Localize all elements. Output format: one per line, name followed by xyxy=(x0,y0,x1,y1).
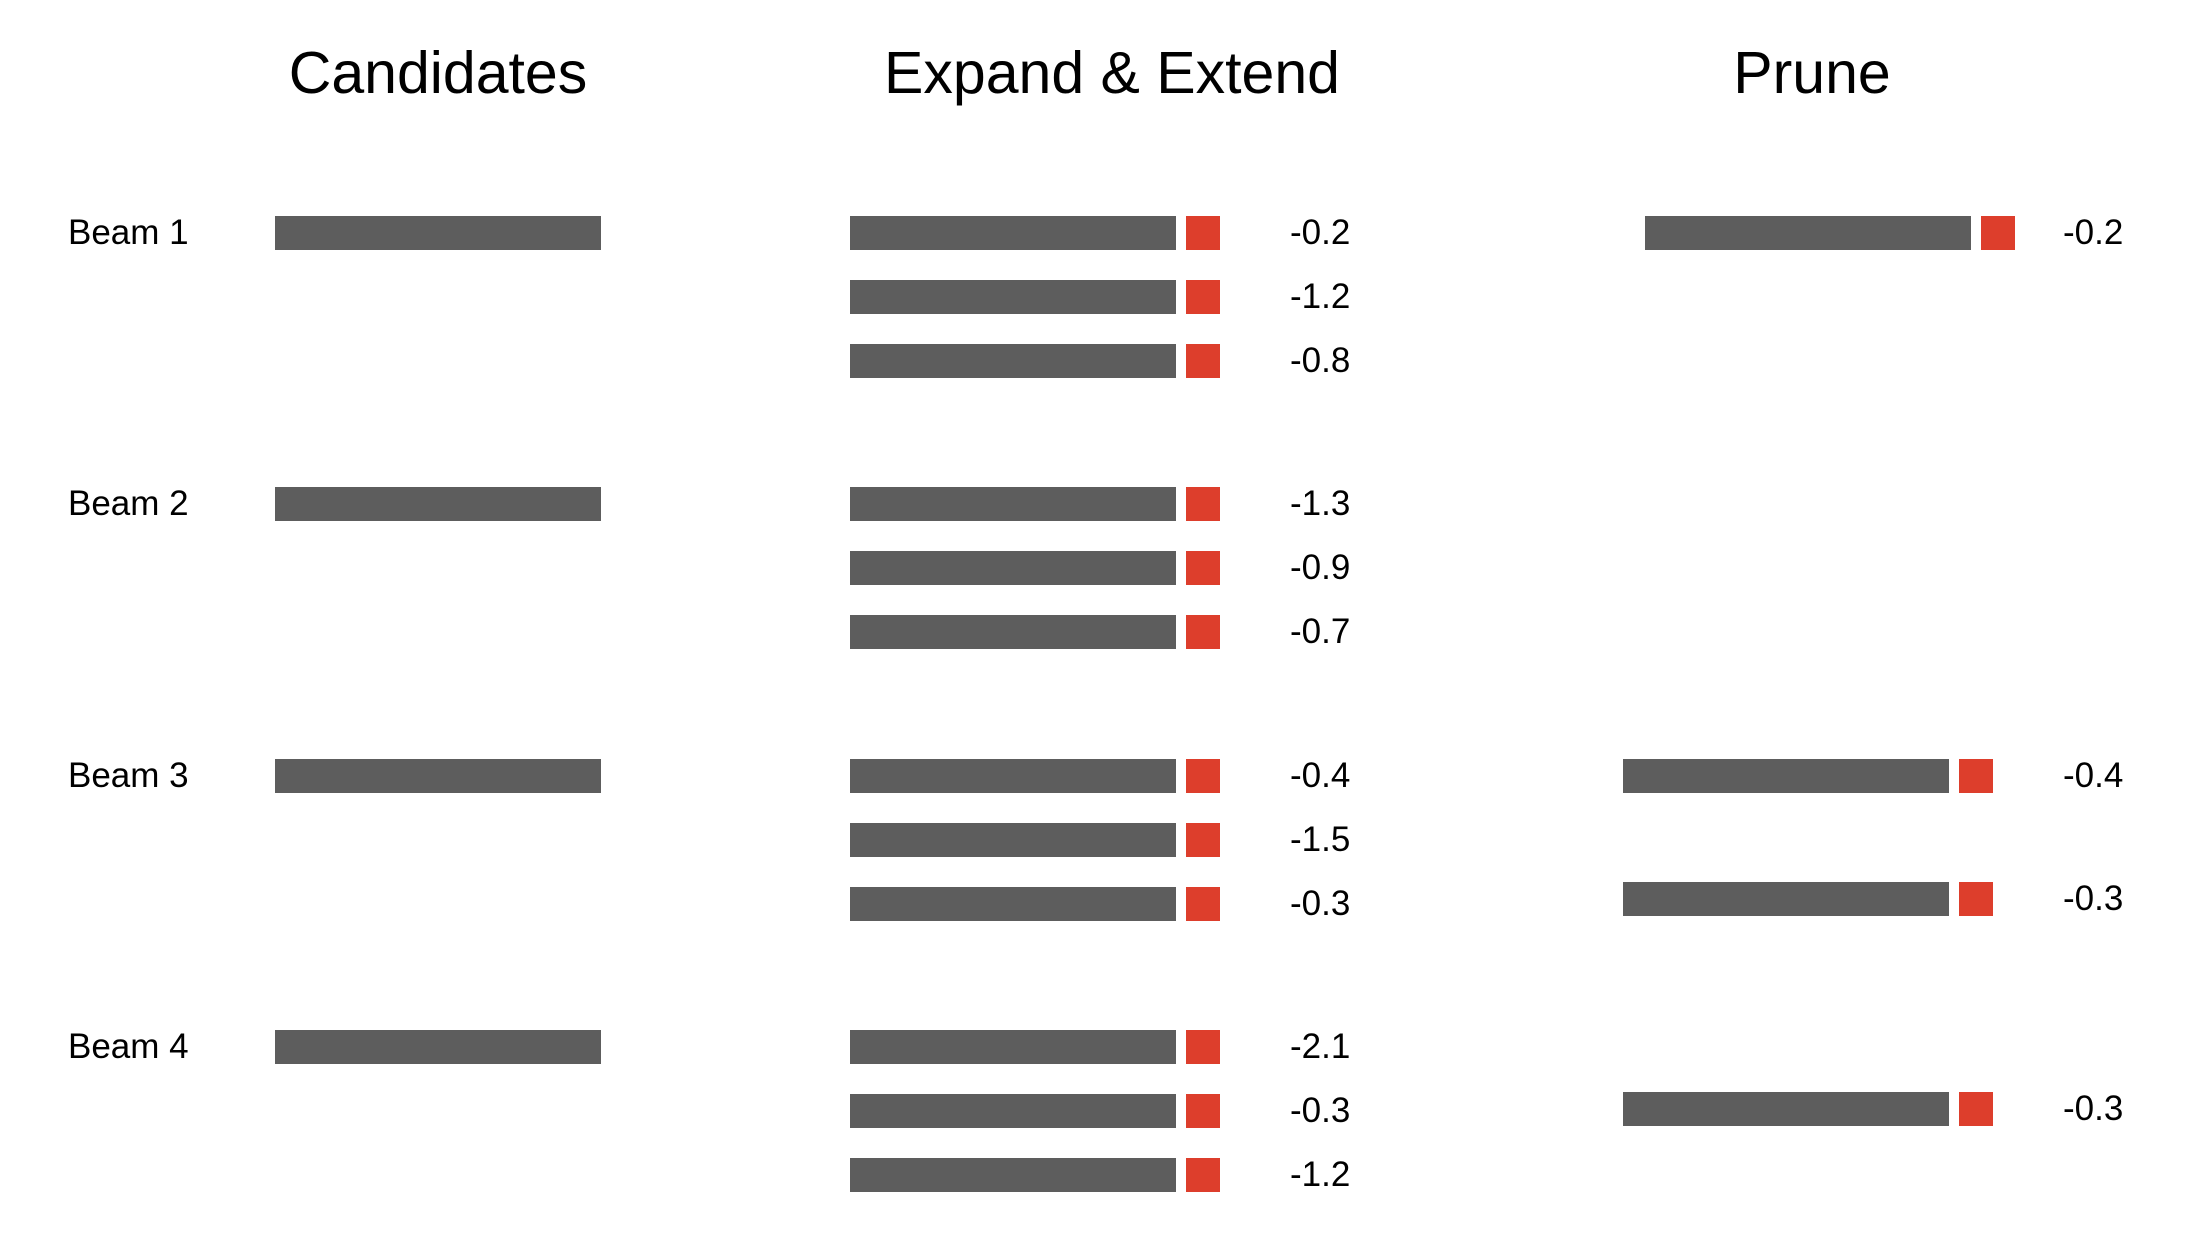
expanded-sequence-bar xyxy=(850,216,1176,250)
beam-label: Beam 4 xyxy=(68,1027,189,1066)
expansion-score: -1.2 xyxy=(1290,1155,1351,1194)
pruned-score: -0.4 xyxy=(2063,756,2124,795)
heading-candidates: Candidates xyxy=(288,40,588,106)
new-token-marker xyxy=(1186,1030,1220,1064)
new-token-marker xyxy=(1186,344,1220,378)
expansion-score: -0.3 xyxy=(1290,1091,1351,1130)
candidate-sequence-bar xyxy=(275,487,601,521)
expanded-sequence-bar xyxy=(850,615,1176,649)
new-token-marker xyxy=(1186,551,1220,585)
expansion-score: -1.2 xyxy=(1290,277,1351,316)
expanded-sequence-bar xyxy=(850,551,1176,585)
heading-expand-extend: Expand & Extend xyxy=(884,40,1340,106)
expansion-score: -1.3 xyxy=(1290,484,1351,523)
expanded-sequence-bar xyxy=(850,1158,1176,1192)
expansion-score: -2.1 xyxy=(1290,1027,1351,1066)
new-token-marker xyxy=(1959,1092,1993,1126)
pruned-score: -0.2 xyxy=(2063,213,2124,252)
pruned-score: -0.3 xyxy=(2063,879,2124,918)
new-token-marker xyxy=(1186,216,1220,250)
new-token-marker xyxy=(1186,887,1220,921)
pruned-sequence-bar xyxy=(1623,759,1949,793)
expanded-sequence-bar xyxy=(850,823,1176,857)
beam-label: Beam 1 xyxy=(68,213,189,252)
pruned-score: -0.3 xyxy=(2063,1089,2124,1128)
expansion-score: -0.4 xyxy=(1290,756,1351,795)
candidate-sequence-bar xyxy=(275,216,601,250)
expanded-sequence-bar xyxy=(850,280,1176,314)
new-token-marker xyxy=(1186,487,1220,521)
new-token-marker xyxy=(1186,615,1220,649)
new-token-marker xyxy=(1186,280,1220,314)
new-token-marker xyxy=(1186,1158,1220,1192)
expansion-score: -0.3 xyxy=(1290,884,1351,923)
expansion-score: -0.8 xyxy=(1290,341,1351,380)
new-token-marker xyxy=(1186,1094,1220,1128)
new-token-marker xyxy=(1981,216,2015,250)
beam-label: Beam 2 xyxy=(68,484,189,523)
expansion-score: -1.5 xyxy=(1290,820,1351,859)
expanded-sequence-bar xyxy=(850,1094,1176,1128)
new-token-marker xyxy=(1959,882,1993,916)
expansion-score: -0.7 xyxy=(1290,612,1351,651)
candidate-sequence-bar xyxy=(275,759,601,793)
pruned-sequence-bar xyxy=(1623,1092,1949,1126)
candidate-sequence-bar xyxy=(275,1030,601,1064)
expanded-sequence-bar xyxy=(850,1030,1176,1064)
new-token-marker xyxy=(1186,759,1220,793)
expanded-sequence-bar xyxy=(850,759,1176,793)
new-token-marker xyxy=(1186,823,1220,857)
expanded-sequence-bar xyxy=(850,344,1176,378)
new-token-marker xyxy=(1959,759,1993,793)
heading-prune: Prune xyxy=(1733,40,1891,106)
expansion-score: -0.9 xyxy=(1290,548,1351,587)
expanded-sequence-bar xyxy=(850,887,1176,921)
expansion-score: -0.2 xyxy=(1290,213,1351,252)
pruned-sequence-bar xyxy=(1623,882,1949,916)
expanded-sequence-bar xyxy=(850,487,1176,521)
beam-label: Beam 3 xyxy=(68,756,189,795)
pruned-sequence-bar xyxy=(1645,216,1971,250)
